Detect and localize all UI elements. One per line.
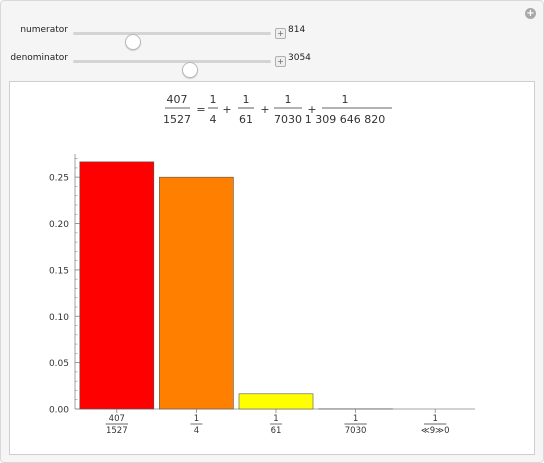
eq-term-2-denominator: 61 — [239, 113, 253, 126]
plus-circle-icon[interactable]: + — [525, 8, 536, 19]
x-label-denominator: 61 — [271, 426, 282, 436]
denominator-slider[interactable] — [73, 60, 271, 78]
numerator-slider[interactable] — [73, 32, 271, 50]
x-label-numerator: 1 — [194, 414, 199, 424]
y-tick-label: 0.00 — [49, 406, 69, 416]
denominator-value: 3054 — [288, 53, 311, 63]
numerator-label: numerator — [20, 25, 68, 35]
y-tick-label: 0.15 — [49, 266, 69, 276]
x-label-denominator: 4 — [194, 426, 199, 436]
eq-plus: + — [222, 103, 231, 116]
numerator-value: 814 — [288, 25, 306, 35]
eq-term-4-numerator: 1 — [342, 93, 349, 106]
eq-term-1-numerator: 1 — [210, 93, 217, 106]
plot-area: 407 1527 = 1 4 + 1 61 + 1 7030 + 1 1 309… — [9, 81, 535, 455]
x-label-numerator: 407 — [109, 414, 125, 424]
x-label-numerator: 1 — [353, 414, 358, 424]
denominator-control: denominator + 3054 — [1, 51, 541, 78]
eq-term-3-denominator: 7030 — [274, 113, 302, 126]
eq-term-4-denominator: 1 309 646 820 — [305, 113, 385, 126]
bar-2 — [159, 176, 234, 410]
chart-bars — [79, 161, 393, 410]
x-label-denominator: 1527 — [106, 426, 128, 436]
x-label-denominator: ≪9≫0 — [421, 426, 450, 436]
denominator-slider-thumb[interactable] — [181, 62, 198, 78]
eq-lhs-denominator: 1527 — [163, 113, 191, 126]
x-label-numerator: 1 — [273, 414, 278, 424]
plus-square-icon[interactable]: + — [275, 28, 286, 39]
eq-plus: + — [260, 103, 269, 116]
eq-lhs-numerator: 407 — [167, 93, 188, 106]
y-tick-label: 0.25 — [49, 174, 69, 184]
y-tick-label: 0.20 — [49, 220, 69, 230]
x-label-denominator: 7030 — [345, 426, 367, 436]
numerator-control: numerator + 814 — [1, 23, 541, 50]
egyptian-fraction-plot: 407 1527 = 1 4 + 1 61 + 1 7030 + 1 1 309… — [49, 93, 475, 436]
chart-x-labels: 407 1527 1 4 1 61 1 7030 1 ≪9≫0 — [105, 414, 450, 436]
y-tick-label: 0.10 — [49, 313, 69, 323]
bar-1 — [79, 161, 155, 410]
eq-term-3-numerator: 1 — [285, 93, 292, 106]
plus-square-icon[interactable]: + — [275, 56, 286, 67]
equation: 407 1527 = 1 4 + 1 61 + 1 7030 + 1 1 309… — [163, 93, 392, 126]
eq-term-2-numerator: 1 — [243, 93, 250, 106]
denominator-label: denominator — [10, 53, 68, 63]
numerator-slider-thumb[interactable] — [124, 34, 141, 50]
bar-3 — [238, 393, 314, 410]
eq-plus: + — [307, 103, 316, 116]
y-tick-label: 0.05 — [49, 359, 69, 369]
eq-term-1-denominator: 4 — [210, 113, 217, 126]
x-label-numerator: 1 — [432, 414, 437, 424]
eq-equals: = — [196, 103, 205, 116]
